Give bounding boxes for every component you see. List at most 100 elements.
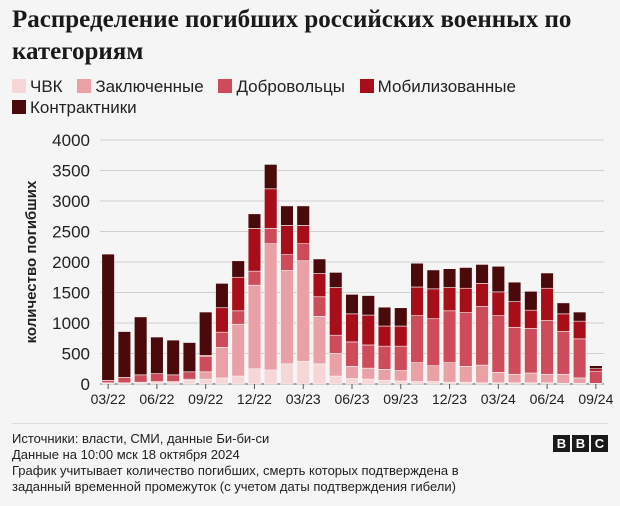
legend: ЧВК Заключенные Добровольцы Мобилизованн… xyxy=(12,76,572,118)
footer-sources: Источники: власти, СМИ, данные Би-би-си xyxy=(12,431,270,446)
legend-item-prisoners: Заключенные xyxy=(77,76,204,97)
bar-segment xyxy=(524,290,538,311)
bar-segment xyxy=(572,320,587,340)
bar-segment xyxy=(442,287,457,312)
bar-segment xyxy=(329,353,343,377)
legend-label-volunteers: Добровольцы xyxy=(236,77,345,96)
bar-segment xyxy=(459,312,473,367)
bar-segment xyxy=(491,265,505,293)
bar-segment xyxy=(572,311,587,322)
bar-segment xyxy=(231,260,245,278)
footer-divider xyxy=(12,423,608,424)
bar-segment xyxy=(134,316,148,376)
bar-segment xyxy=(572,377,587,384)
x-tick-label: 06/22 xyxy=(139,391,174,407)
x-tick-label: 03/22 xyxy=(91,391,126,407)
bar-segment xyxy=(524,328,538,374)
bar-segment xyxy=(215,307,229,333)
footer: Источники: власти, СМИ, данные Би-би-си … xyxy=(12,431,552,495)
bar-segment xyxy=(150,373,164,382)
bar-segment xyxy=(377,380,392,385)
bar-segment xyxy=(410,286,424,316)
bar-segment xyxy=(329,287,343,336)
bar-segment xyxy=(442,268,457,288)
bar-segment xyxy=(426,365,440,382)
bar-segment xyxy=(166,339,180,376)
y-tick-label: 500 xyxy=(62,345,90,364)
bar-segment xyxy=(540,272,554,289)
legend-label-contract: Контрактники xyxy=(30,98,137,117)
x-tick-label: 09/23 xyxy=(383,391,418,407)
bar-segment xyxy=(101,380,115,384)
bar-segment xyxy=(117,376,132,384)
footer-note-1: График учитывает количество погибших, см… xyxy=(12,463,459,478)
bar-segment xyxy=(377,345,392,370)
bar-segment xyxy=(231,375,245,385)
legend-swatch-contract xyxy=(12,100,26,114)
bar-segment xyxy=(361,295,375,316)
bar-segment xyxy=(394,370,408,382)
bar-segment xyxy=(345,366,359,379)
bar-segment xyxy=(410,362,424,382)
bar-segment xyxy=(442,310,457,363)
bar-segment xyxy=(117,331,132,378)
bbc-logo-letter: B xyxy=(572,435,589,452)
bar-segment xyxy=(491,315,505,373)
bar-segment xyxy=(247,270,262,286)
y-axis-label: количество погибших xyxy=(23,180,40,343)
bar-segment xyxy=(182,371,197,380)
y-tick-label: 3500 xyxy=(52,162,90,181)
bar-segment xyxy=(166,374,180,382)
bar-segment xyxy=(280,205,294,226)
bar-segment xyxy=(312,315,327,365)
legend-swatch-prisoners xyxy=(77,79,92,93)
bar-segment xyxy=(507,281,522,302)
bar-segment xyxy=(426,269,440,290)
bar-segment xyxy=(182,342,197,373)
bar-segment xyxy=(312,363,327,385)
x-tick-label: 12/22 xyxy=(237,391,272,407)
bar-segment xyxy=(247,368,262,385)
bar-segment xyxy=(394,345,408,371)
bar-segment xyxy=(540,373,554,384)
bar-segment xyxy=(345,341,359,367)
bar-segment xyxy=(345,378,359,385)
bar-segment xyxy=(475,283,489,307)
bar-segment xyxy=(312,258,327,274)
bar-segment xyxy=(377,306,392,327)
bar-segment xyxy=(150,381,164,385)
bar-segment xyxy=(182,380,197,385)
bbc-logo-letter: B xyxy=(553,435,570,452)
x-tick-label: 12/23 xyxy=(432,391,467,407)
bar-segment xyxy=(491,291,505,316)
legend-label-pmc: ЧВК xyxy=(30,77,63,96)
bar-segment xyxy=(556,313,570,332)
bar-segment xyxy=(312,273,327,298)
bar-segment xyxy=(410,381,424,385)
y-tick-label: 3000 xyxy=(52,192,90,211)
bar-segment xyxy=(199,378,213,385)
bar-segment xyxy=(329,375,343,385)
bar-segment xyxy=(312,296,327,317)
bar-segment xyxy=(589,365,603,370)
bar-segment xyxy=(524,372,538,384)
bar-segment xyxy=(377,325,392,347)
bar-segment xyxy=(394,380,408,385)
bar-segment xyxy=(199,311,213,356)
bar-segment xyxy=(426,288,440,320)
bar-segment xyxy=(361,314,375,346)
bar-segment xyxy=(475,306,489,366)
x-tick-label: 06/23 xyxy=(334,391,369,407)
bar-segment xyxy=(475,264,489,284)
x-tick-label: 09/24 xyxy=(578,391,613,407)
bar-segment xyxy=(410,262,424,288)
bar-segment xyxy=(361,378,375,385)
bar-segment xyxy=(215,283,229,309)
x-tick-label: 03/24 xyxy=(481,391,516,407)
bar-segment xyxy=(296,225,310,245)
bar-segment xyxy=(231,310,245,325)
bar-segment xyxy=(329,272,343,288)
legend-label-prisoners: Заключенные xyxy=(95,77,204,96)
bar-segment xyxy=(345,294,359,315)
bar-segment xyxy=(247,284,262,370)
